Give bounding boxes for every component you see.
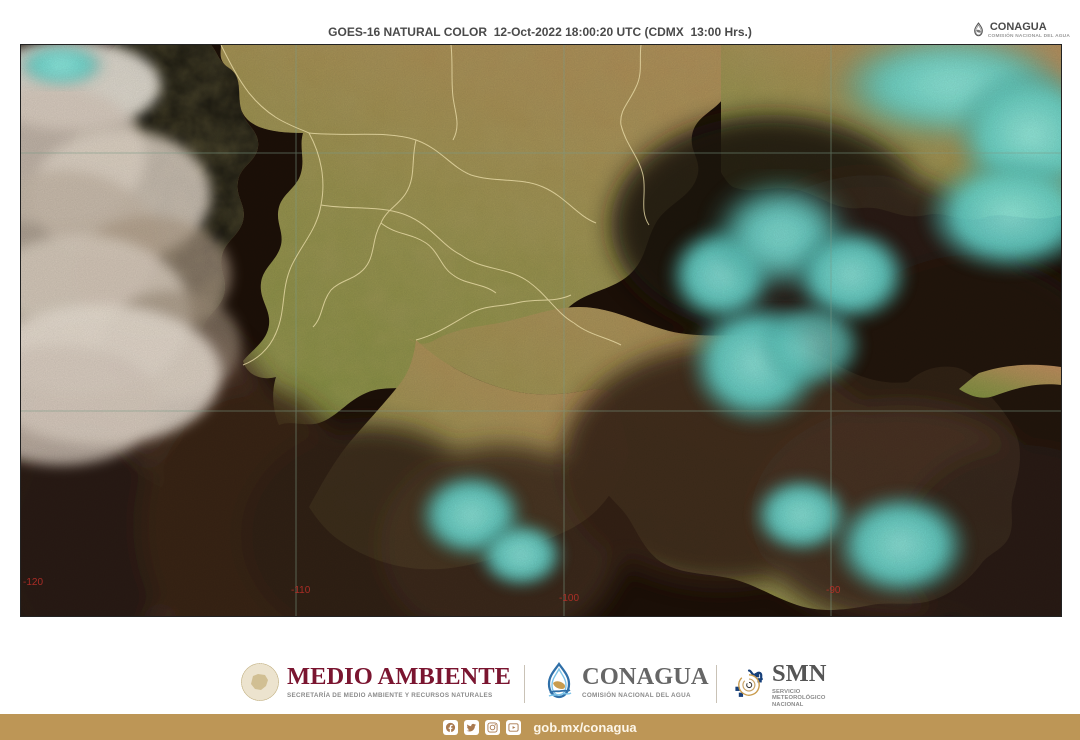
svg-text:-120: -120 (23, 577, 43, 588)
svg-text:-100: -100 (559, 593, 579, 604)
svg-text:-110: -110 (291, 585, 311, 596)
svg-text:-90: -90 (826, 585, 841, 596)
